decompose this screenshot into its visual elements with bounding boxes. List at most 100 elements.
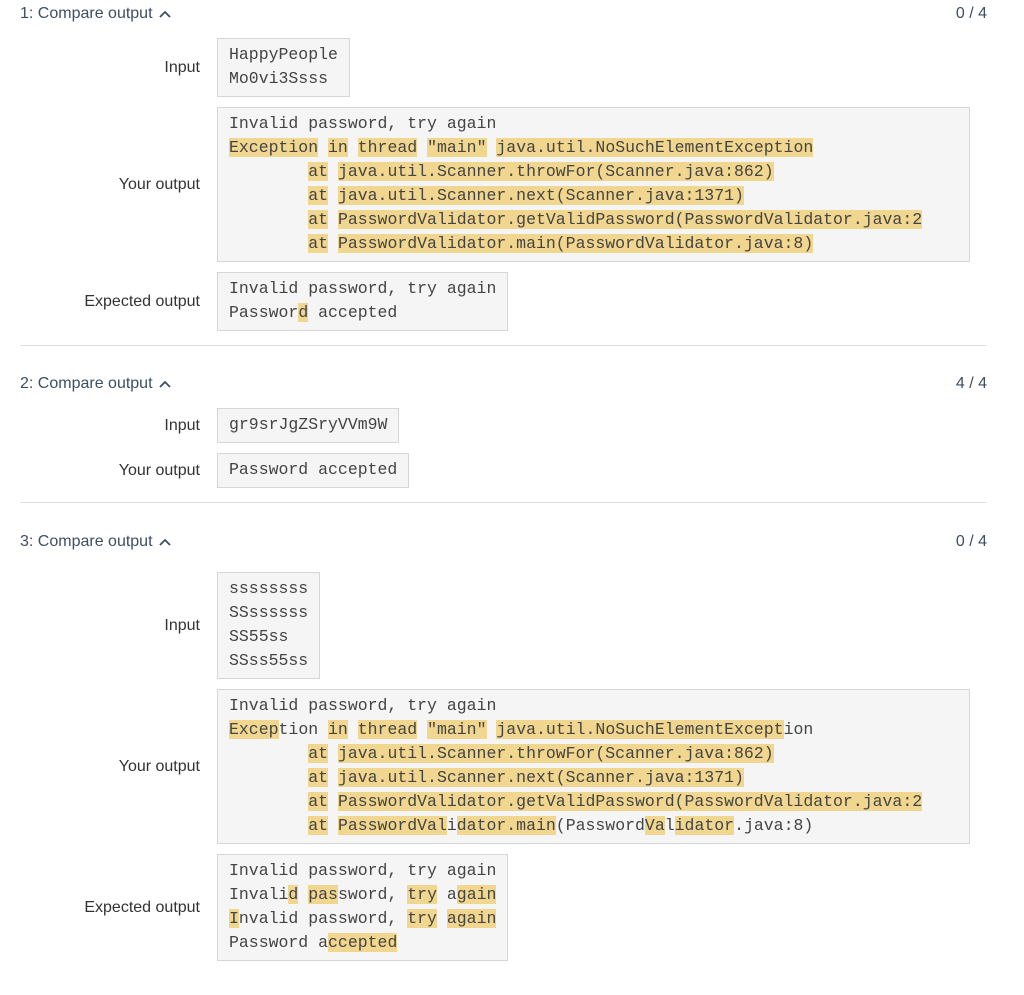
text-segment (328, 744, 338, 763)
text-segment (328, 210, 338, 229)
test-section: 2: Compare output 4 / 4 Input gr9srJgZSryVV… (20, 370, 987, 503)
text-segment: tion (278, 720, 329, 739)
diff-highlight: java.util.NoSuchElementExcept (496, 720, 784, 739)
code-box: HappyPeople Mo0vi3Ssss (217, 38, 350, 97)
diff-highlight: dator.main (456, 816, 556, 835)
diff-highlight: PasswordValidator.getValidPassword(Passw… (337, 792, 923, 811)
code-line: Exception in thread "main" java.util.NoS… (229, 718, 958, 742)
code-box: Invalid password, try again Exception in … (217, 689, 970, 844)
row-label: Your output (118, 461, 200, 479)
code-line: Invalid password, try again (229, 112, 958, 136)
code-line: Password accepted (229, 931, 496, 955)
diff-highlight: d (288, 885, 299, 904)
text-segment: SSssssss (229, 603, 309, 622)
text-segment: Invali (229, 885, 289, 904)
code-line: Invalid password, try again (229, 277, 496, 301)
code-line: SSssssss (229, 601, 308, 625)
diff-highlight: at (308, 162, 329, 181)
test-header[interactable]: 1: Compare output 0 / 4 (20, 0, 987, 28)
diff-highlight: at (308, 768, 329, 787)
diff-highlight: PasswordValidator.main(PasswordValidator… (337, 234, 814, 253)
test-section: 3: Compare output 0 / 4 Input ssssssss SSsss… (20, 528, 987, 961)
text-segment (328, 234, 338, 253)
code-line: at java.util.Scanner.next(Scanner.java:1… (229, 184, 958, 208)
diff-highlight: try (407, 885, 437, 904)
code-line: at PasswordValidator.getValidPassword(Pa… (229, 208, 958, 232)
text-segment (229, 744, 308, 763)
diff-highlight: at (308, 186, 329, 205)
diff-highlight: java.util.Scanner.throwFor(Scanner.java:… (337, 744, 774, 763)
text-segment: accepted (308, 303, 398, 322)
test-section: 1: Compare output 0 / 4 Input HappyPeople Mo… (20, 0, 987, 346)
output-row: Input gr9srJgZSryVVm9W (20, 408, 987, 443)
test-title[interactable]: 3: Compare output (20, 533, 171, 551)
text-segment: Invalid password, try again (229, 279, 497, 298)
text-segment (229, 816, 308, 835)
code-box: Password accepted (217, 453, 410, 488)
diff-highlight: at (308, 210, 329, 229)
text-segment (328, 162, 338, 181)
code-line: HappyPeople (229, 43, 338, 67)
diff-highlight: at (308, 816, 329, 835)
score: 4 / 4 (955, 375, 987, 392)
diff-highlight: "main" (427, 720, 487, 739)
code-box: Invalid password, try again Invalid passw… (217, 854, 509, 961)
diff-highlight: in (328, 138, 348, 157)
code-line: at PasswordValidator.main(PasswordValida… (229, 232, 958, 256)
text-segment: Password a (229, 933, 329, 952)
text-segment (229, 792, 308, 811)
diff-highlight: "main" (427, 138, 487, 157)
row-label: Input (164, 616, 200, 634)
text-segment (417, 138, 427, 157)
text-segment: ion (783, 720, 814, 739)
text-segment (229, 162, 308, 181)
diff-highlight: java.util.Scanner.throwFor(Scanner.java:… (337, 162, 774, 181)
test-title[interactable]: 2: Compare output (20, 375, 171, 393)
diff-highlight: try (407, 909, 437, 928)
text-segment: gr9srJgZSryVVm9W (229, 415, 388, 434)
code-line: at java.util.Scanner.throwFor(Scanner.ja… (229, 742, 958, 766)
text-segment (229, 210, 308, 229)
diff-highlight: gain (456, 885, 497, 904)
text-segment: HappyPeople (229, 45, 338, 64)
diff-highlight: java.util.Scanner.next(Scanner.java:1371… (337, 768, 744, 787)
text-segment (229, 186, 308, 205)
collapse-icon[interactable] (158, 379, 171, 389)
code-line: at PasswordValidator.main(PasswordValida… (229, 814, 958, 838)
diff-highlight: PasswordVal (337, 816, 447, 835)
test-header[interactable]: 3: Compare output 0 / 4 (20, 528, 987, 556)
diff-highlight: java.util.NoSuchElementException (496, 138, 814, 157)
output-row: Your output Password accepted (20, 453, 987, 488)
text-segment: sword, (337, 885, 408, 904)
diff-highlight: thread (357, 720, 418, 739)
chevron (158, 380, 171, 388)
code-line: ssssssss (229, 577, 308, 601)
text-segment: Passwor (229, 303, 299, 322)
text-segment (229, 234, 308, 253)
row-label: Expected output (84, 292, 200, 310)
collapse-icon[interactable] (158, 9, 171, 19)
diff-highlight: java.util.Scanner.next(Scanner.java:1371… (337, 186, 744, 205)
text-segment: Mo0vi3Ssss (229, 69, 329, 88)
test-title[interactable]: 1: Compare output (20, 5, 171, 23)
text-segment: i (446, 816, 457, 835)
text-segment: l (664, 816, 675, 835)
code-line: Password accepted (229, 458, 397, 482)
text-segment (328, 816, 338, 835)
chevron (158, 10, 171, 18)
diff-highlight: thread (357, 138, 418, 157)
test-header[interactable]: 2: Compare output 4 / 4 (20, 370, 987, 398)
diff-highlight: ccepted (328, 933, 398, 952)
text-segment (348, 720, 358, 739)
text-segment: ssssssss (229, 579, 309, 598)
collapse-icon[interactable] (158, 537, 171, 547)
text-segment (348, 138, 358, 157)
text-segment (328, 768, 338, 787)
text-segment (437, 909, 447, 928)
chevron (158, 538, 171, 546)
text-segment: Invalid password, try again (229, 861, 497, 880)
row-label: Expected output (84, 898, 200, 916)
text-segment (487, 138, 497, 157)
code-box: Invalid password, try again Exception in … (217, 107, 970, 262)
